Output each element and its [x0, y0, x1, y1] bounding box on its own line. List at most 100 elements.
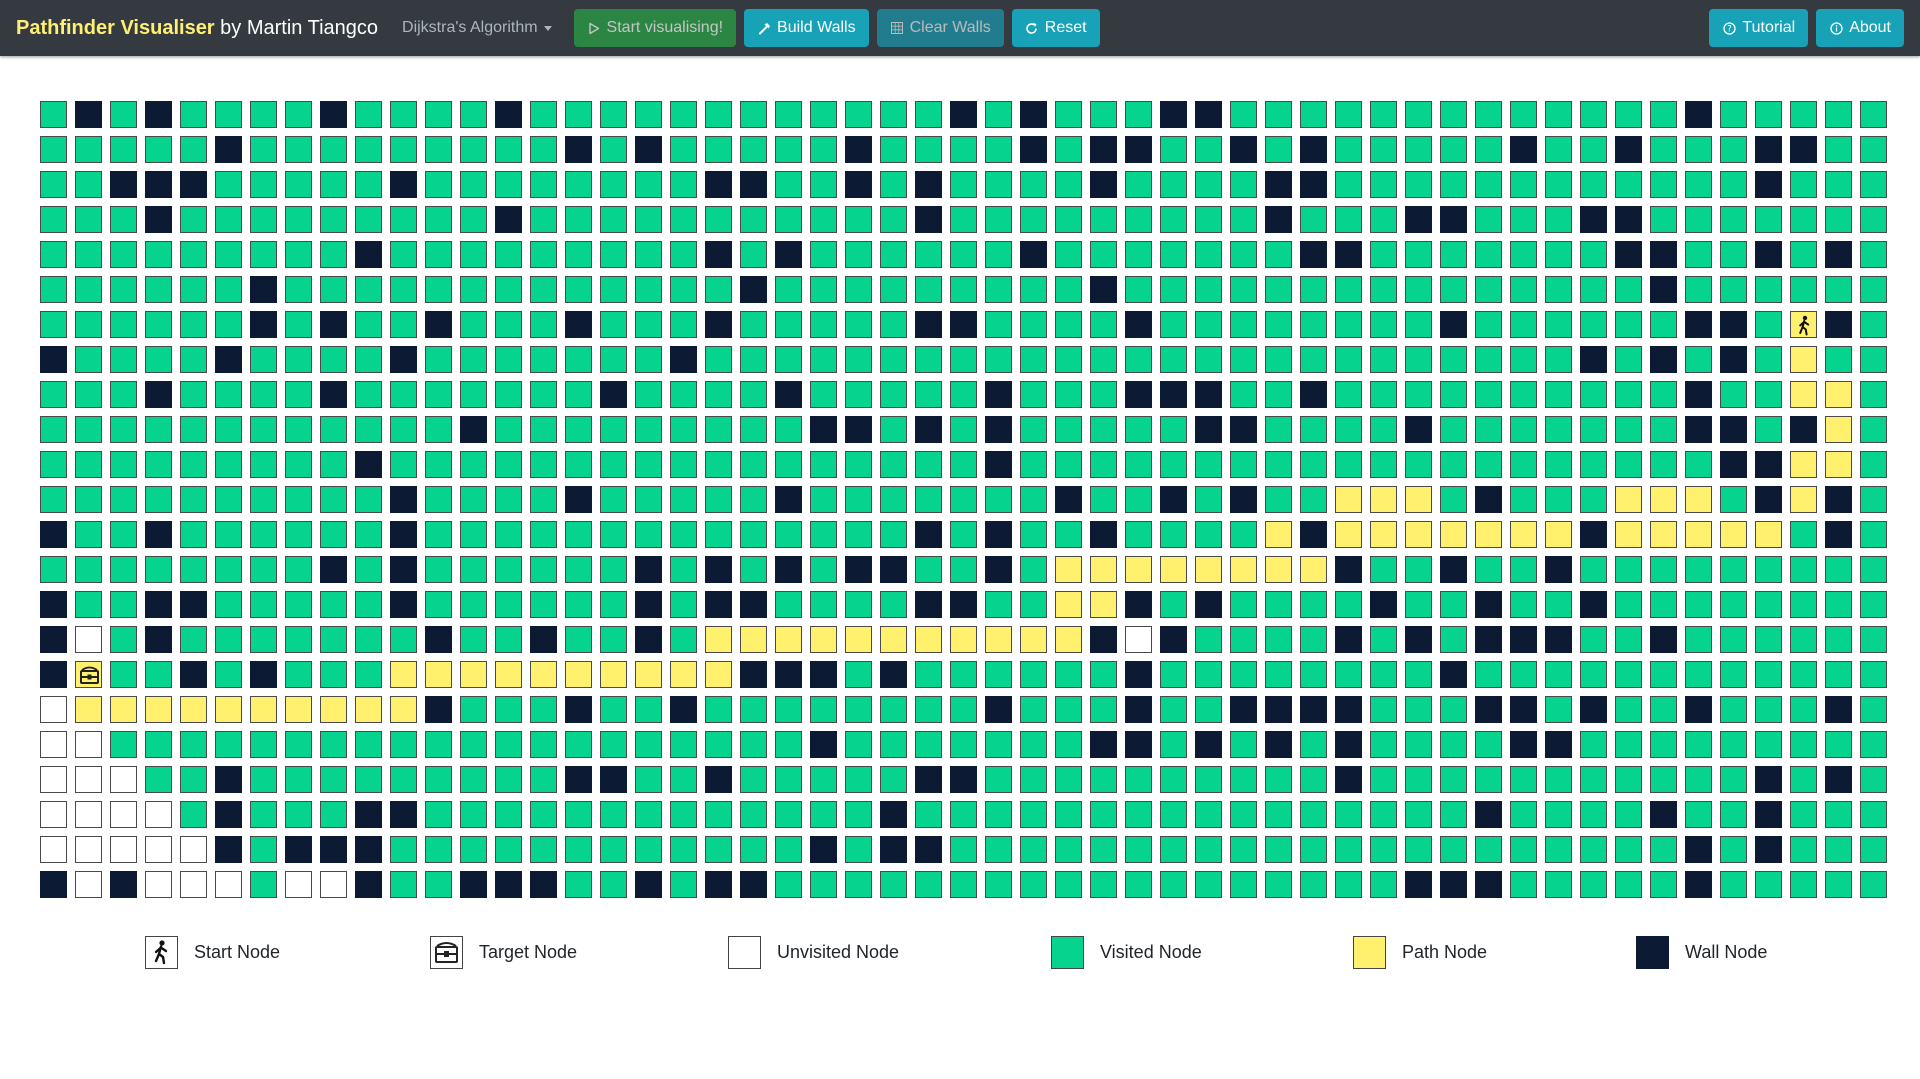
grid-cell[interactable]: [110, 101, 137, 128]
grid-cell[interactable]: [810, 661, 837, 688]
grid-cell[interactable]: [75, 206, 102, 233]
grid-cell[interactable]: [1335, 311, 1362, 338]
grid-cell[interactable]: [985, 486, 1012, 513]
grid-cell[interactable]: [1685, 136, 1712, 163]
grid-cell[interactable]: [880, 171, 907, 198]
grid-cell[interactable]: [1475, 801, 1502, 828]
grid-cell[interactable]: [40, 276, 67, 303]
grid-cell[interactable]: [75, 171, 102, 198]
grid-cell[interactable]: [110, 836, 137, 863]
grid-cell[interactable]: [915, 171, 942, 198]
grid-cell[interactable]: [1125, 556, 1152, 583]
grid-cell[interactable]: [530, 871, 557, 898]
grid-cell[interactable]: [1650, 661, 1677, 688]
grid-cell[interactable]: [1475, 731, 1502, 758]
grid-cell[interactable]: [40, 381, 67, 408]
grid-cell[interactable]: [180, 626, 207, 653]
grid-cell[interactable]: [1160, 311, 1187, 338]
grid-cell[interactable]: [145, 416, 172, 443]
grid-cell[interactable]: [565, 451, 592, 478]
grid-cell[interactable]: [1510, 241, 1537, 268]
grid-cell[interactable]: [775, 241, 802, 268]
grid-cell[interactable]: [250, 836, 277, 863]
grid-cell[interactable]: [1300, 626, 1327, 653]
grid-cell[interactable]: [1580, 416, 1607, 443]
grid-cell[interactable]: [565, 871, 592, 898]
grid-cell[interactable]: [110, 661, 137, 688]
grid-cell[interactable]: [1370, 451, 1397, 478]
grid-cell[interactable]: [740, 486, 767, 513]
grid-cell[interactable]: [110, 136, 137, 163]
grid-cell[interactable]: [635, 626, 662, 653]
grid-cell[interactable]: [1720, 241, 1747, 268]
grid-cell[interactable]: [845, 101, 872, 128]
grid-cell[interactable]: [495, 101, 522, 128]
grid-cell[interactable]: [985, 661, 1012, 688]
grid-cell[interactable]: [880, 136, 907, 163]
grid-cell[interactable]: [1790, 801, 1817, 828]
grid-cell[interactable]: [670, 521, 697, 548]
grid-cell[interactable]: [1615, 381, 1642, 408]
grid-cell[interactable]: [635, 696, 662, 723]
grid-cell[interactable]: [1615, 591, 1642, 618]
grid-cell[interactable]: [845, 556, 872, 583]
grid-cell[interactable]: [1755, 486, 1782, 513]
grid-cell[interactable]: [1195, 136, 1222, 163]
grid-cell[interactable]: [250, 521, 277, 548]
grid-cell[interactable]: [1615, 101, 1642, 128]
grid-cell[interactable]: [915, 731, 942, 758]
grid-cell[interactable]: [880, 521, 907, 548]
grid-cell[interactable]: [1370, 871, 1397, 898]
grid-cell[interactable]: [1405, 241, 1432, 268]
grid-cell[interactable]: [355, 836, 382, 863]
grid-cell[interactable]: [1650, 311, 1677, 338]
grid-cell[interactable]: [75, 276, 102, 303]
grid-cell[interactable]: [1195, 626, 1222, 653]
grid-cell[interactable]: [985, 871, 1012, 898]
grid-cell[interactable]: [1755, 136, 1782, 163]
grid-cell[interactable]: [1370, 591, 1397, 618]
grid-cell[interactable]: [145, 276, 172, 303]
grid-cell[interactable]: [1370, 136, 1397, 163]
grid-cell[interactable]: [1650, 136, 1677, 163]
grid-cell[interactable]: [635, 451, 662, 478]
grid-cell[interactable]: [1755, 871, 1782, 898]
grid-cell[interactable]: [845, 766, 872, 793]
grid-cell[interactable]: [705, 766, 732, 793]
grid-cell[interactable]: [1755, 801, 1782, 828]
grid-cell[interactable]: [320, 591, 347, 618]
grid-cell[interactable]: [460, 591, 487, 618]
grid-cell[interactable]: [215, 311, 242, 338]
grid-cell[interactable]: [1300, 381, 1327, 408]
grid-cell[interactable]: [1860, 416, 1887, 443]
grid-cell[interactable]: [250, 871, 277, 898]
grid-cell[interactable]: [355, 766, 382, 793]
grid-cell[interactable]: [390, 801, 417, 828]
grid-cell[interactable]: [1615, 696, 1642, 723]
grid-cell[interactable]: [1090, 801, 1117, 828]
grid-cell[interactable]: [1020, 451, 1047, 478]
grid-cell[interactable]: [145, 556, 172, 583]
grid-cell[interactable]: [1160, 626, 1187, 653]
grid-cell[interactable]: [285, 836, 312, 863]
grid-cell[interactable]: [1020, 556, 1047, 583]
grid-cell[interactable]: [145, 136, 172, 163]
grid-cell[interactable]: [460, 766, 487, 793]
grid-cell[interactable]: [75, 381, 102, 408]
grid-cell[interactable]: [285, 346, 312, 373]
grid-cell[interactable]: [180, 766, 207, 793]
grid-cell[interactable]: [320, 241, 347, 268]
grid-cell[interactable]: [460, 311, 487, 338]
grid-cell[interactable]: [845, 136, 872, 163]
grid-cell[interactable]: [670, 801, 697, 828]
grid-cell[interactable]: [565, 241, 592, 268]
grid-cell[interactable]: [1230, 276, 1257, 303]
grid-cell[interactable]: [565, 381, 592, 408]
grid-cell[interactable]: [1405, 801, 1432, 828]
grid-cell[interactable]: [1300, 766, 1327, 793]
grid-cell[interactable]: [810, 766, 837, 793]
grid-cell[interactable]: [320, 556, 347, 583]
grid-cell[interactable]: [1335, 521, 1362, 548]
grid-cell[interactable]: [1160, 591, 1187, 618]
grid-cell[interactable]: [1825, 486, 1852, 513]
